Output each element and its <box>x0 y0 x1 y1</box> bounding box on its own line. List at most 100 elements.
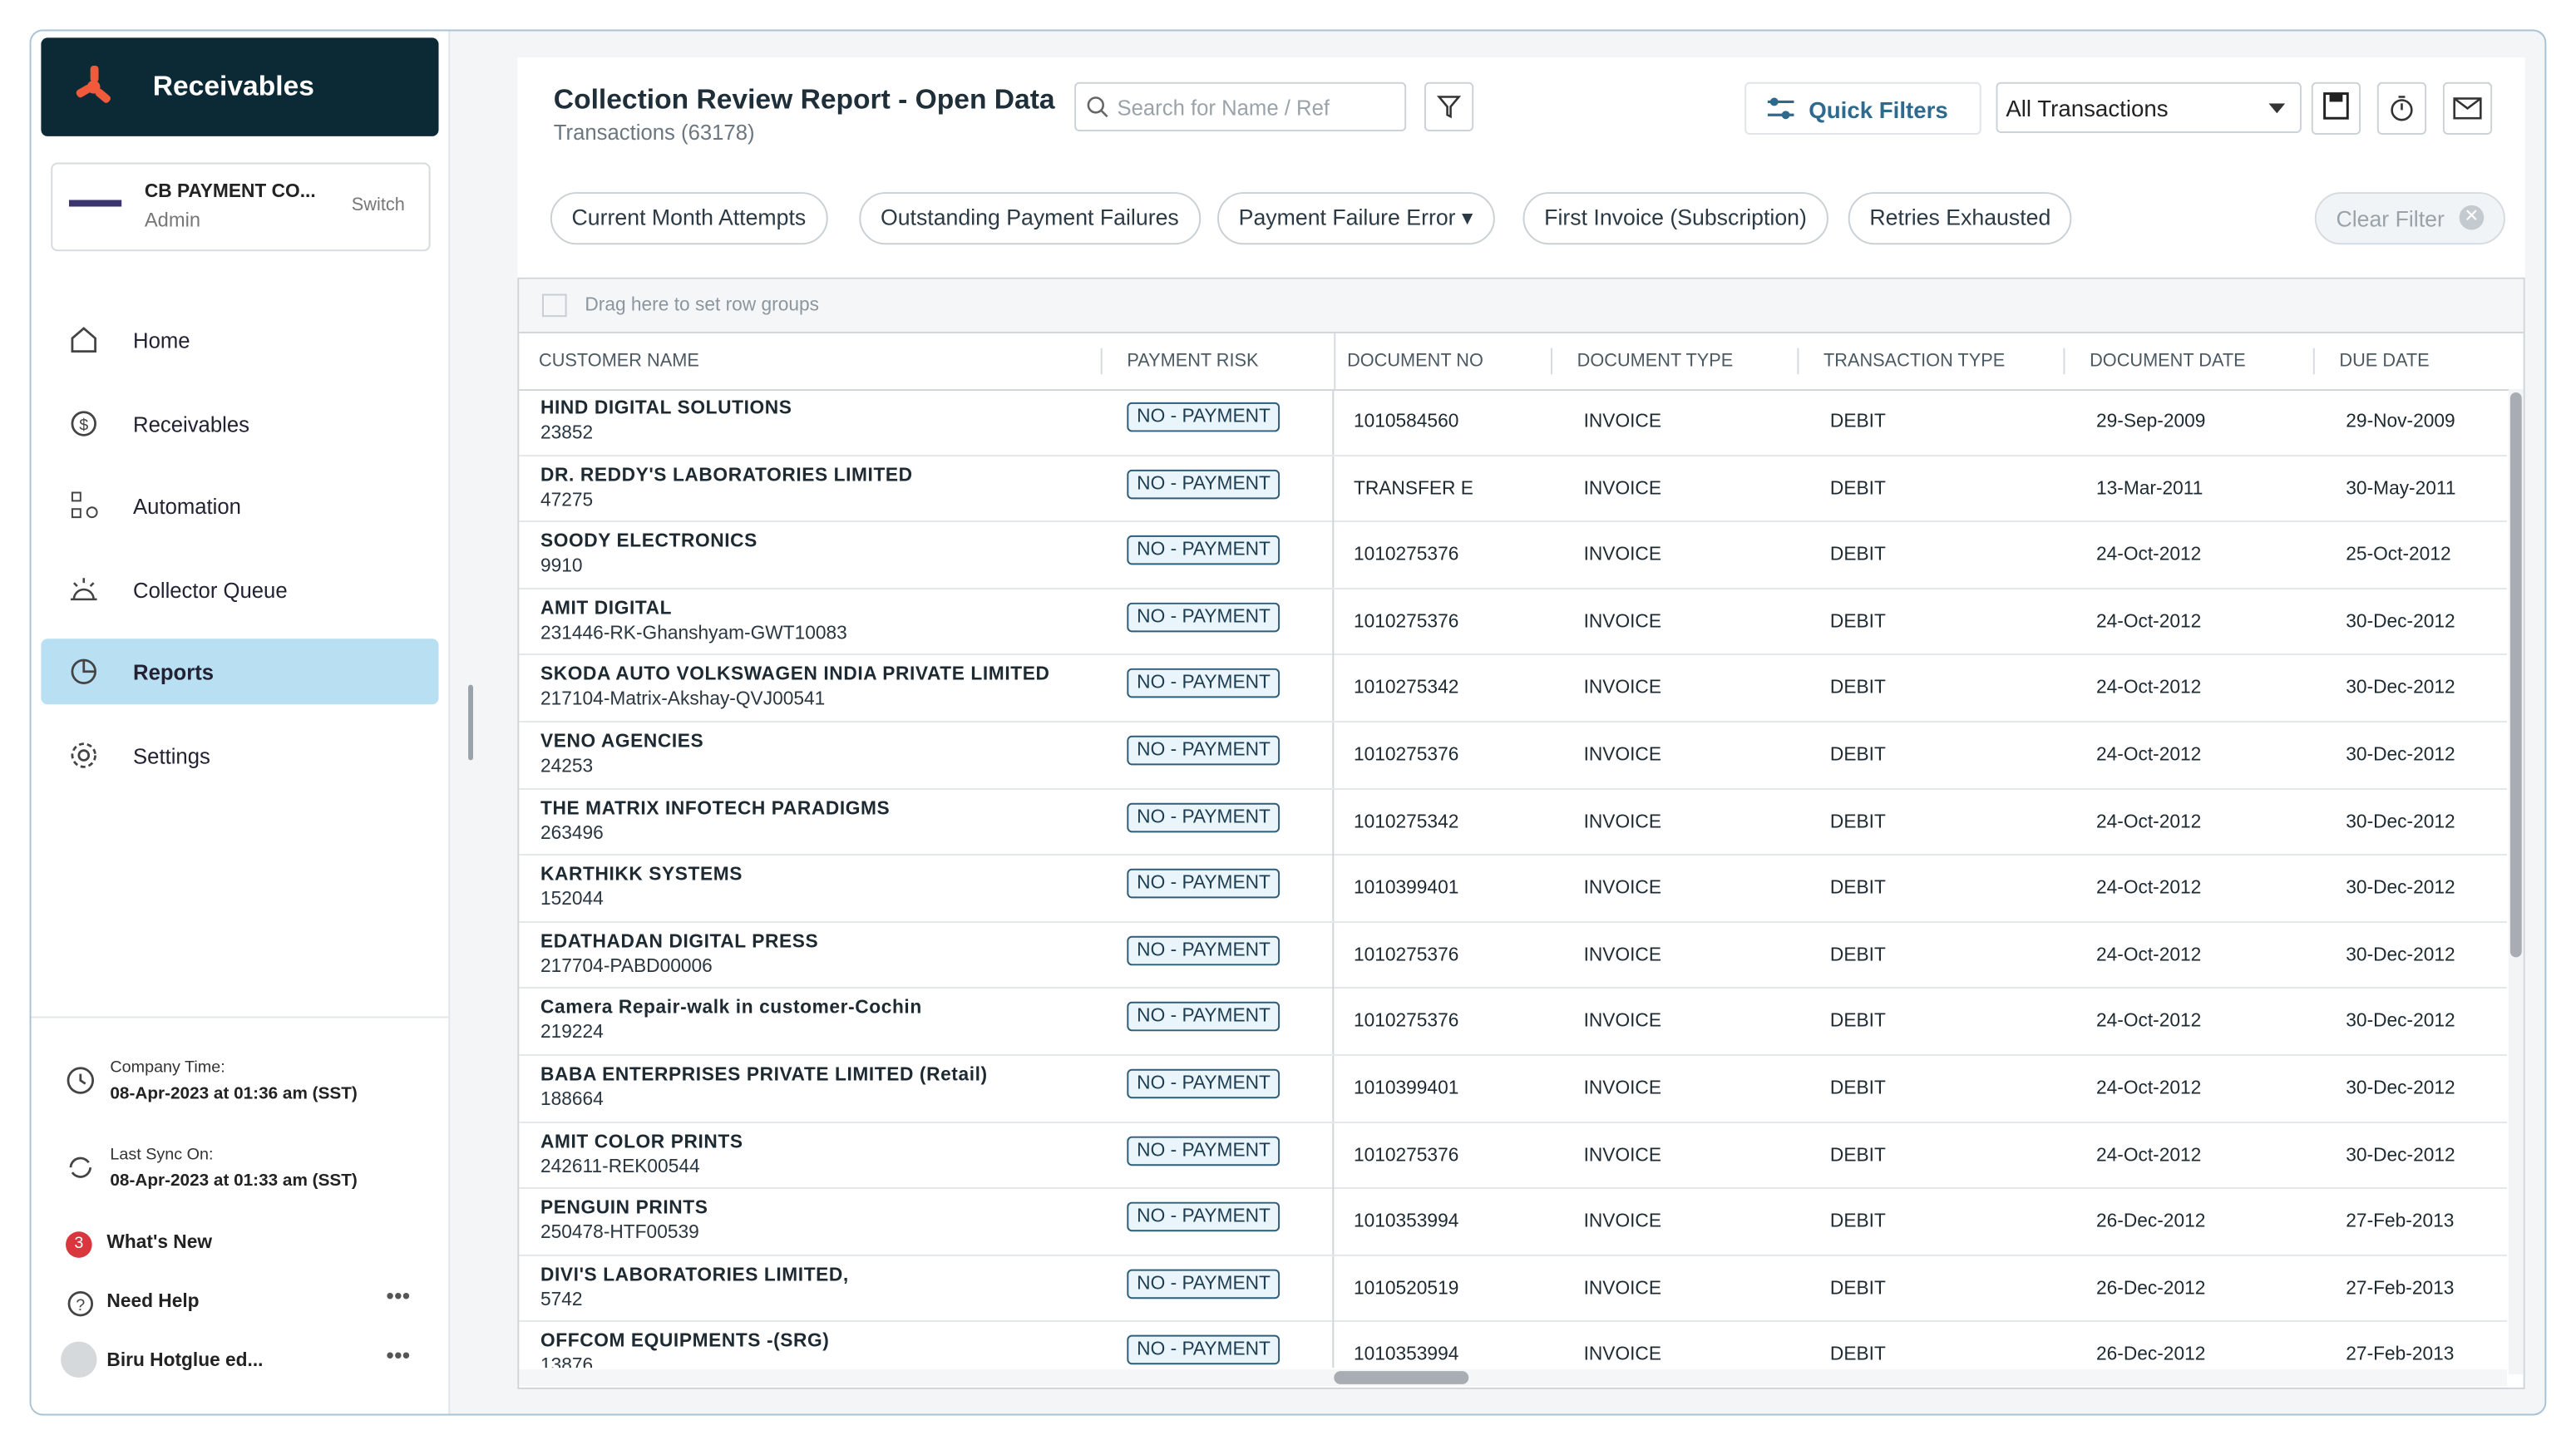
cell: DEBIT <box>1829 545 1886 565</box>
cell: INVOICE <box>1583 1145 1662 1166</box>
need-help[interactable]: Need Help <box>106 1292 200 1313</box>
caret: ▾ <box>1455 205 1473 230</box>
sliders-icon <box>1767 97 1794 120</box>
column-header[interactable]: DOCUMENT DATE <box>2090 351 2246 372</box>
save-button[interactable] <box>2311 81 2361 135</box>
table-row[interactable]: AMIT DIGITAL 231446-RK-Ghanshyam-GWT10083… <box>519 589 2507 656</box>
chip-label: Payment Failure Error <box>1238 205 1456 230</box>
filter-chip[interactable]: Outstanding Payment Failures <box>859 192 1201 245</box>
column-header[interactable]: CUSTOMER NAME <box>539 351 699 372</box>
header-row: CUSTOMER NAME PAYMENT RISK DOCUMENT NO DOCU… <box>519 333 2524 392</box>
table-row[interactable]: DIVI'S LABORATORIES LIMITED, 5742 NO - PAY… <box>519 1255 2507 1323</box>
label: Company Time: <box>110 1058 225 1078</box>
column-divider <box>1332 1055 1335 1122</box>
user-name[interactable]: Biru Hotglue ed... <box>106 1351 264 1372</box>
nav-item[interactable]: $ Receivables <box>41 390 438 456</box>
resize-handle[interactable] <box>468 684 474 761</box>
report-card: Collection Review Report - Open Data Tra… <box>517 57 2525 1389</box>
cell: DEBIT <box>1829 478 1886 499</box>
table-row[interactable]: DR. REDDY'S LABORATORIES LIMITED 47275 NO … <box>519 456 2507 523</box>
table-row[interactable]: EDATHADAN DIGITAL PRESS 217704-PABD00006 N… <box>519 922 2507 989</box>
cell: DEBIT <box>1829 678 1886 699</box>
cell: INVOICE <box>1583 945 1662 965</box>
column-header[interactable]: TRANSACTION TYPE <box>1823 351 2006 372</box>
nav-label: Home <box>133 328 190 353</box>
payment-risk: NO - PAYMENT <box>1127 535 1281 565</box>
filter-chip[interactable]: First Invoice (Subscription) <box>1522 192 1828 245</box>
badge: 3 <box>66 1231 92 1258</box>
h-scrollbar[interactable] <box>519 1369 2507 1386</box>
more[interactable]: ••• <box>386 1282 411 1309</box>
cell: 24-Oct-2012 <box>2095 745 2202 766</box>
table-row[interactable]: SKODA AUTO VOLKSWAGEN INDIA PRIVATE LIMI… <box>519 655 2507 722</box>
nav-item[interactable]: Settings <box>41 722 438 788</box>
clear-filter[interactable]: Clear Filter ✕ <box>2314 192 2505 245</box>
column-header[interactable]: DUE DATE <box>2339 351 2430 372</box>
cell: 27-Feb-2013 <box>2346 1345 2455 1365</box>
filter-chip[interactable]: Retries Exhausted <box>1848 192 2072 245</box>
schedule-button[interactable] <box>2376 81 2427 135</box>
report-subtitle: Transactions (63178) <box>553 120 755 145</box>
table-row[interactable]: PENGUIN PRINTS 250478-HTF00539 NO - PAYMEN… <box>519 1189 2507 1256</box>
filter-chip[interactable]: Current Month Attempts <box>550 192 827 245</box>
nav-item[interactable]: Reports <box>41 639 439 706</box>
filter-chip[interactable]: Payment Failure Error ▾ <box>1216 192 1495 245</box>
table-row[interactable]: THE MATRIX INFOTECH PARADIGMS 263496 NO - … <box>519 789 2507 856</box>
table-row[interactable]: HIND DIGITAL SOLUTIONS 23852 NO - PAYMENT 1… <box>519 389 2507 456</box>
search[interactable]: Search for Name / Ref <box>1074 81 1407 131</box>
customer-name: EDATHADAN DIGITAL PRESS <box>540 932 819 953</box>
customer-id: 231446-RK-Ghanshyam-GWT10083 <box>540 624 847 644</box>
whats-new[interactable]: What's New <box>106 1233 213 1253</box>
company-switch[interactable]: CB PAYMENT CO... Admin Switch <box>51 162 431 252</box>
payment-risk: NO - PAYMENT <box>1127 1068 1281 1099</box>
h-thumb[interactable] <box>1334 1371 1469 1384</box>
cell: DEBIT <box>1829 945 1886 965</box>
v-scrollbar[interactable] <box>2508 389 2524 1375</box>
cell: 1010399401 <box>1353 1078 1459 1099</box>
nav-item[interactable]: Home <box>41 307 438 372</box>
customer-id: 9910 <box>540 556 583 577</box>
customer-id: 13876 <box>540 1357 594 1369</box>
cell: 30-Dec-2012 <box>2346 945 2455 965</box>
table-row[interactable]: BABA ENTERPRISES PRIVATE LIMITED (Retail… <box>519 1055 2507 1123</box>
cell: 30-Dec-2012 <box>2346 612 2455 632</box>
quick-filters[interactable]: Quick Filters <box>1744 81 1981 135</box>
cell: 24-Oct-2012 <box>2095 945 2202 965</box>
column-header[interactable]: PAYMENT RISK <box>1127 351 1259 372</box>
cell: 30-Dec-2012 <box>2346 1078 2455 1099</box>
customer-name: Camera Repair-walk in customer-Cochin <box>540 999 922 1019</box>
more[interactable]: ••• <box>386 1341 411 1369</box>
v-thumb[interactable] <box>2509 392 2522 958</box>
table-row[interactable]: SOODY ELECTRONICS 9910 NO - PAYMENT 1010275… <box>519 522 2507 589</box>
cell: 27-Feb-2013 <box>2346 1211 2455 1232</box>
payment-risk: NO - PAYMENT <box>1127 668 1281 699</box>
cell: 26-Dec-2012 <box>2095 1345 2206 1365</box>
transaction-select[interactable]: All Transactions <box>1996 81 2302 133</box>
cell: 13-Mar-2011 <box>2095 478 2203 499</box>
table-row[interactable]: OFFCOM EQUIPMENTS -(SRG) 13876 NO - PAYMEN… <box>519 1322 2507 1369</box>
table-row[interactable]: VENO AGENCIES 24253 NO - PAYMENT 1010275376… <box>519 722 2507 790</box>
cell: 24-Oct-2012 <box>2095 678 2202 699</box>
customer-id: 5742 <box>540 1290 583 1310</box>
email-button[interactable] <box>2442 81 2493 135</box>
chip-label: Outstanding Payment Failures <box>880 205 1179 230</box>
cell: INVOICE <box>1583 412 1662 432</box>
nav-label: Collector Queue <box>133 577 288 603</box>
column-header[interactable]: DOCUMENT TYPE <box>1577 351 1734 372</box>
search-placeholder: Search for Name / Ref <box>1117 95 1330 121</box>
payment-risk: NO - PAYMENT <box>1127 1002 1281 1033</box>
nav-item[interactable]: Collector Queue <box>41 556 438 622</box>
customer-id: 219224 <box>540 1023 604 1043</box>
clock-icon <box>67 1067 95 1094</box>
table-row[interactable]: AMIT COLOR PRINTS 242611-REK00544 NO - PAY… <box>519 1122 2507 1190</box>
cell: DEBIT <box>1829 1211 1886 1232</box>
column-header[interactable]: DOCUMENT NO <box>1347 351 1483 372</box>
table-row[interactable]: KARTHIKK SYSTEMS 152044 NO - PAYMENT 101039… <box>519 856 2507 923</box>
switch[interactable]: Switch <box>351 195 405 215</box>
customer-id: 242611-REK00544 <box>540 1156 700 1177</box>
table-row[interactable]: Camera Repair-walk in customer-Cochin 219… <box>519 989 2507 1056</box>
filter-button[interactable] <box>1424 81 1474 131</box>
group-hint: Drag here to set row groups <box>585 295 819 316</box>
nav-item[interactable]: Automation <box>41 473 438 539</box>
